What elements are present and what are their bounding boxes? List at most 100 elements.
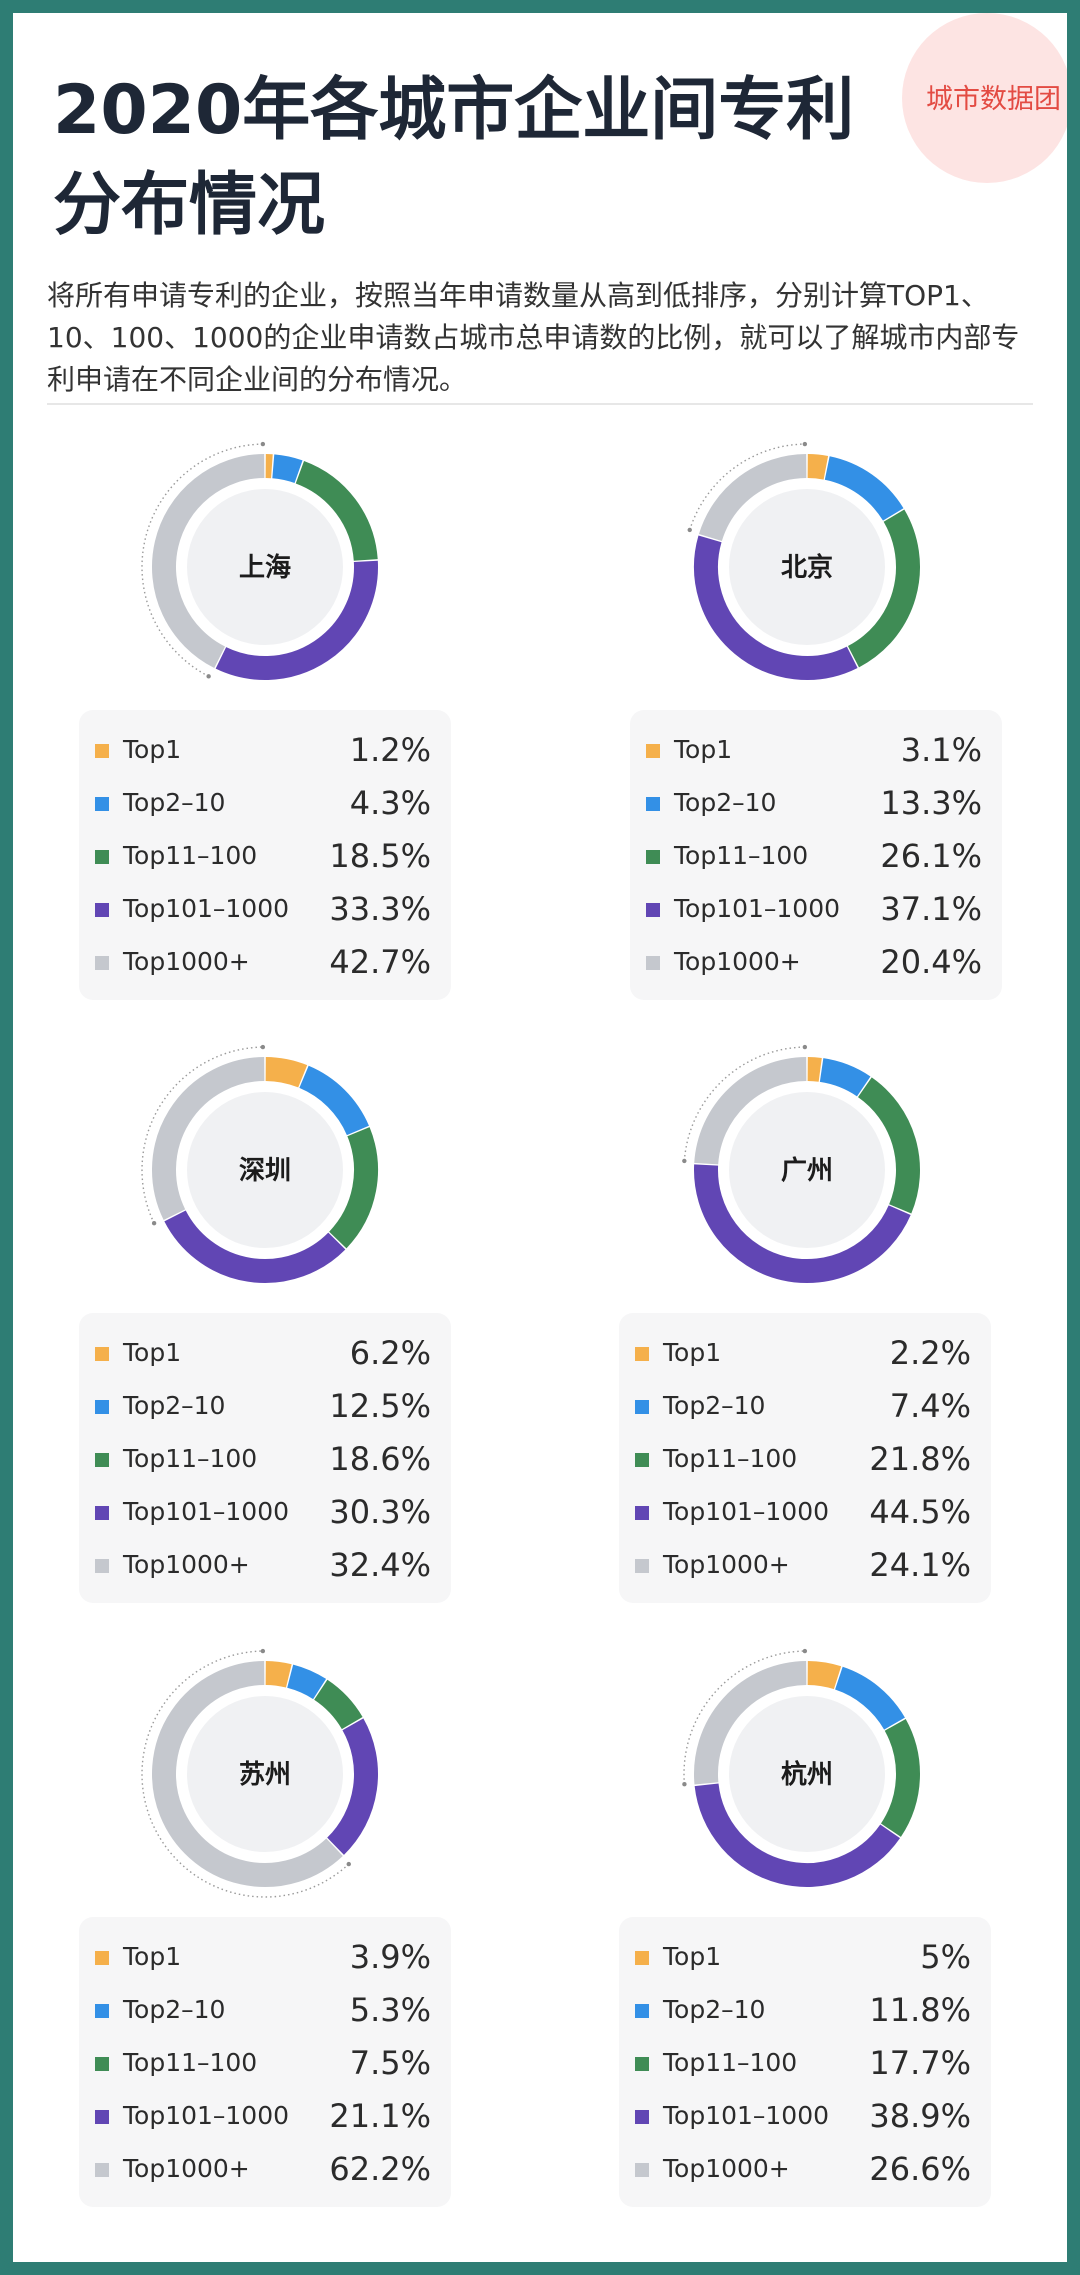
donut-guide-dot	[206, 674, 211, 679]
data-label: 24.1%	[869, 1546, 971, 1584]
legend-row: Top2–10 12.5%	[95, 1387, 431, 1427]
donut-segment-top2-10	[834, 1666, 905, 1730]
donut-segment-top101-1000	[694, 1164, 911, 1284]
data-label: 26.6%	[869, 2150, 971, 2188]
legend-swatch	[95, 1400, 109, 1414]
donut-center-disc	[187, 489, 343, 645]
donut-segment-top101-1000	[694, 1783, 901, 1887]
city-name-label: 深圳	[239, 1156, 291, 1186]
data-label: 30.3%	[329, 1493, 431, 1531]
donut-guide-dot	[151, 1221, 157, 1226]
legend-swatch	[95, 1453, 109, 1467]
data-label: 17.7%	[869, 2044, 971, 2082]
city-name-label: 杭州	[781, 1759, 833, 1790]
legend-label: Top1000+	[663, 1550, 790, 1579]
data-label: 18.5%	[329, 837, 431, 875]
donut-guide-arc	[689, 443, 805, 531]
legend-label: Top1000+	[663, 2154, 790, 2183]
legend-row: Top1000+ 20.4%	[646, 943, 982, 983]
legend-row: Top11–100 7.5%	[95, 2044, 431, 2084]
data-label: 26.1%	[880, 837, 982, 875]
legend-swatch	[95, 1347, 109, 1361]
legend-label: Top101–1000	[674, 894, 841, 923]
donut-segment-top1	[807, 1661, 842, 1690]
data-label: 12.5%	[329, 1387, 431, 1425]
donut-segment-top11-100	[847, 509, 920, 668]
legend-row: Top11–100 17.7%	[635, 2044, 971, 2084]
legend-swatch	[635, 1400, 649, 1414]
data-label: 2.2%	[889, 1334, 971, 1372]
city-name-label: 上海	[239, 553, 291, 583]
legend-label: Top2–10	[123, 788, 226, 817]
donut-segment-top2-10	[286, 1664, 327, 1700]
legend-label: Top101–1000	[663, 2101, 830, 2130]
legend-swatch	[646, 956, 660, 970]
donut-guide-dot	[802, 1044, 808, 1050]
donut-chart-5: 苏州	[141, 1648, 378, 1898]
donut-segment-top11-100	[328, 1127, 378, 1249]
legend-label: Top2–10	[663, 1391, 766, 1420]
donut-guide-dot	[682, 1158, 687, 1164]
data-label: 5.3%	[349, 1991, 431, 2029]
donut-center-disc	[729, 1696, 885, 1852]
data-label: 6.2%	[349, 1334, 431, 1372]
legend-label: Top2–10	[663, 1995, 766, 2024]
donut-center-disc	[729, 489, 885, 645]
donut-segment-top11-100	[295, 460, 378, 562]
legend-panel-5: Top1 3.9% Top2–10 5.3% Top11–100 7.5% Top101–1…	[79, 1917, 451, 2207]
donut-segment-top1	[265, 1661, 292, 1688]
legend-swatch	[635, 1347, 649, 1361]
donut-guide-dot	[260, 441, 266, 447]
data-label: 38.9%	[869, 2097, 971, 2135]
data-label: 33.3%	[329, 890, 431, 928]
legend-row: Top101–1000 37.1%	[646, 890, 982, 930]
legend-panel-3: Top1 6.2% Top2–10 12.5% Top11–100 18.6% Top101…	[79, 1313, 451, 1603]
legend-swatch	[635, 1506, 649, 1520]
legend-swatch	[95, 2004, 109, 2018]
legend-label: Top1	[123, 1942, 182, 1971]
infographic-card: 城市数据团 2020年各城市企业间专利分布情况 将所有申请专利的企业，按照当年申…	[13, 13, 1067, 2262]
donut-center-disc	[187, 1092, 343, 1248]
legend-row: Top1 3.9%	[95, 1938, 431, 1978]
legend-label: Top1000+	[123, 1550, 250, 1579]
legend-row: Top1 1.2%	[95, 731, 431, 771]
donut-segment-top101-1000	[694, 535, 858, 680]
donut-chart-3: 深圳	[141, 1044, 378, 1283]
donut-guide-arc	[141, 443, 263, 677]
legend-swatch	[635, 2163, 649, 2177]
donut-guide-arc	[683, 1046, 805, 1161]
donut-segment-top101-1000	[326, 1718, 378, 1855]
donut-segment-top1	[265, 1057, 308, 1088]
legend-panel-1: Top1 1.2% Top2–10 4.3% Top11–100 18.5% Top101–…	[79, 710, 451, 1000]
donut-segment-top2-10	[824, 456, 904, 522]
legend-row: Top11–100 21.8%	[635, 1440, 971, 1480]
donut-center-disc	[187, 1696, 343, 1852]
data-label: 42.7%	[329, 943, 431, 981]
legend-row: Top11–100 18.5%	[95, 837, 431, 877]
divider	[47, 403, 1033, 405]
legend-row: Top101–1000 30.3%	[95, 1493, 431, 1533]
donut-segment-top11-100	[857, 1077, 920, 1214]
data-label: 5%	[920, 1938, 971, 1976]
legend-row: Top2–10 7.4%	[635, 1387, 971, 1427]
legend-row: Top11–100 18.6%	[95, 1440, 431, 1480]
legend-swatch	[95, 2110, 109, 2124]
donut-guide-dot	[802, 441, 808, 447]
donut-segment-top1000-plus	[152, 1661, 343, 1887]
donut-segment-top11-100	[313, 1679, 363, 1730]
legend-row: Top1 6.2%	[95, 1334, 431, 1374]
legend-row: Top1000+ 62.2%	[95, 2150, 431, 2190]
data-label: 7.4%	[889, 1387, 971, 1425]
legend-panel-2: Top1 3.1% Top2–10 13.3% Top11–100 26.1% Top101…	[630, 710, 1002, 1000]
city-name-label: 北京	[781, 552, 833, 583]
legend-label: Top1000+	[123, 2154, 250, 2183]
donut-chart-4: 广州	[682, 1044, 920, 1284]
legend-row: Top1000+ 32.4%	[95, 1546, 431, 1586]
legend-label: Top101–1000	[663, 1497, 830, 1526]
donut-chart-1: 上海	[141, 441, 378, 680]
legend-row: Top101–1000 44.5%	[635, 1493, 971, 1533]
data-label: 20.4%	[880, 943, 982, 981]
legend-row: Top1 2.2%	[635, 1334, 971, 1374]
legend-row: Top101–1000 38.9%	[635, 2097, 971, 2137]
legend-label: Top101–1000	[123, 894, 290, 923]
